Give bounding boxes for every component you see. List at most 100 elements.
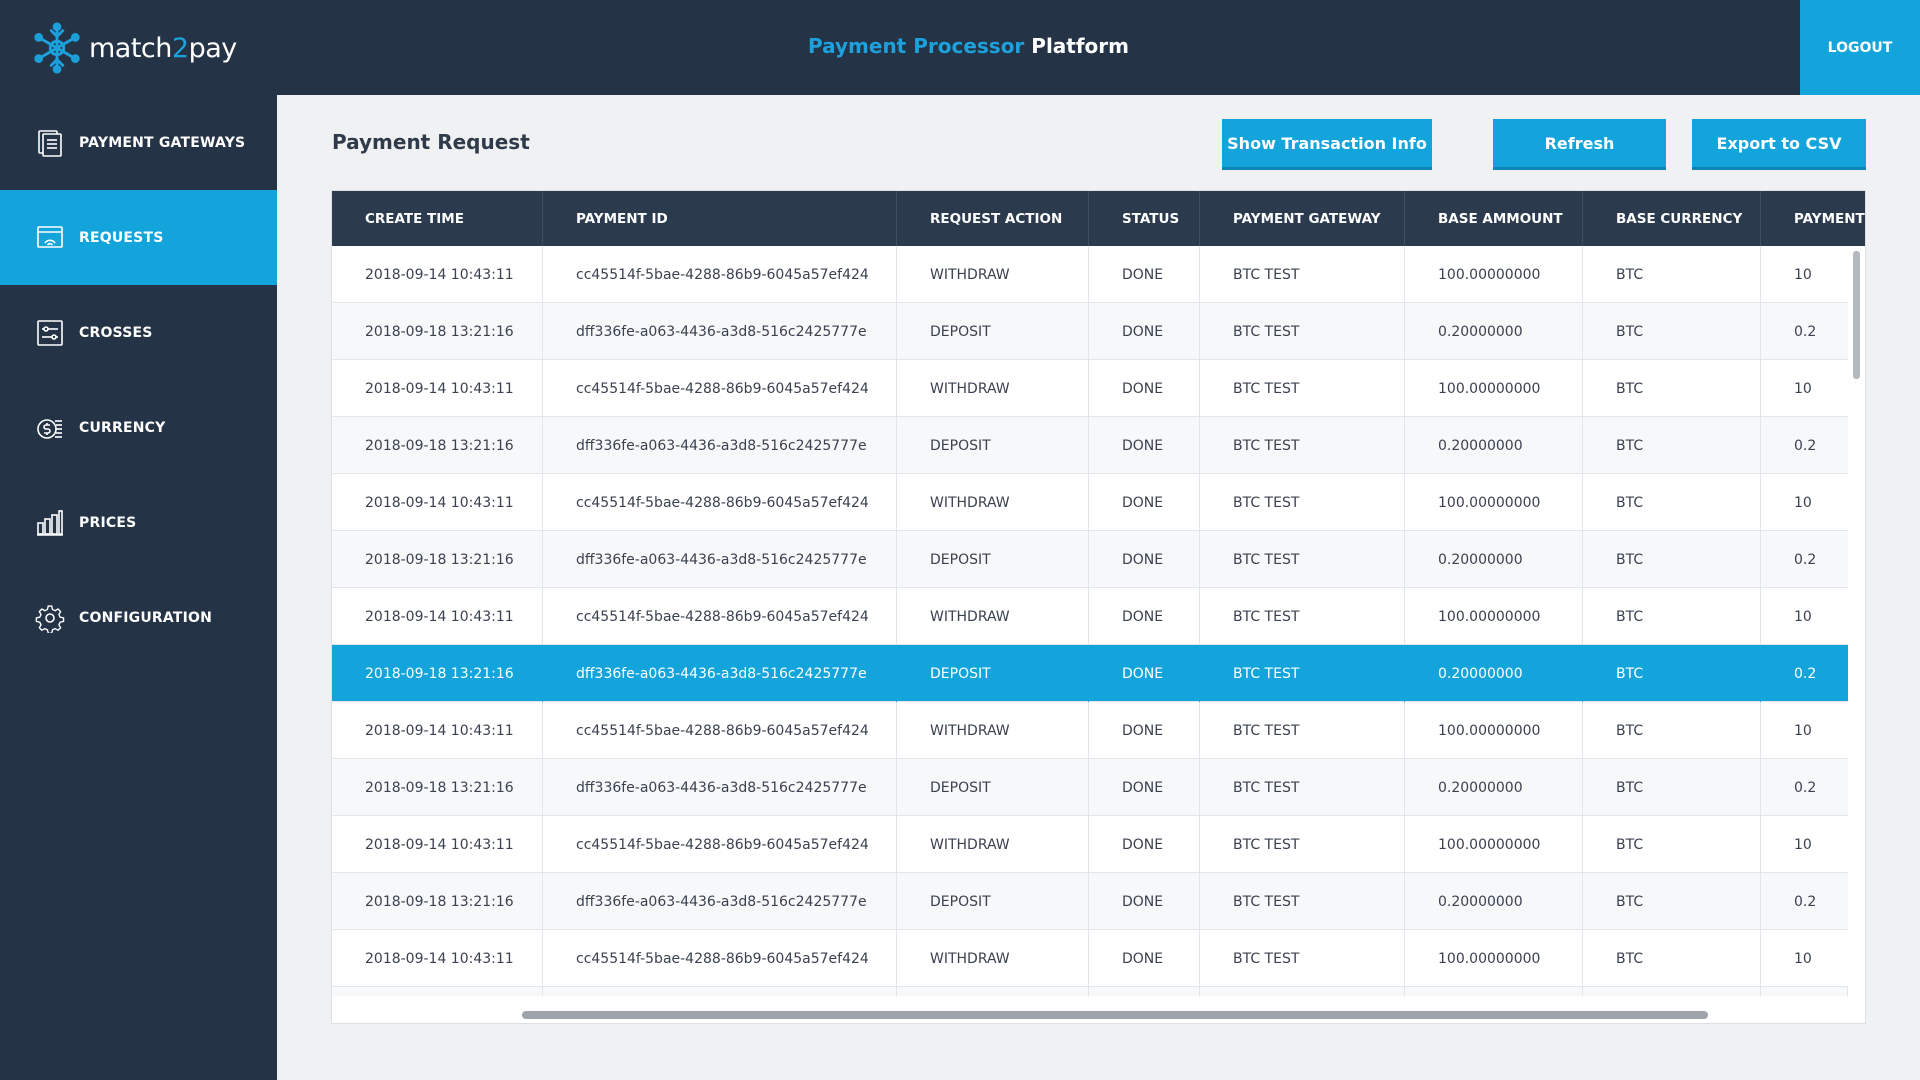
sidebar-item-currency[interactable]: CURRENCY	[0, 380, 277, 475]
sidebar-item-crosses[interactable]: CROSSES	[0, 285, 277, 380]
currency-coins-icon	[35, 413, 65, 443]
match2pay-logo[interactable]: match2pay	[30, 20, 237, 76]
column-header-payment-gateway[interactable]: PAYMENT GATEWAY	[1200, 191, 1405, 246]
table-row[interactable]: 2018-09-14 10:43:11 cc45514f-5bae-4288-86…	[332, 360, 1848, 417]
cell-payment-gateway: BTC TEST	[1200, 702, 1405, 759]
request-monitor-icon	[35, 223, 65, 253]
cell-request-action: WITHDRAW	[897, 588, 1089, 645]
sidebar-item-payment-gateways[interactable]: PAYMENT GATEWAYS	[0, 95, 277, 190]
cell-payment: 0.2	[1794, 893, 1817, 910]
cell-payment-id: cc45514f-5bae-4288-86b9-6045a57ef424	[543, 702, 897, 759]
cell-base-currency: BTC	[1583, 246, 1761, 303]
cell-base-currency: BTC	[1583, 588, 1761, 645]
cell-request-action: DEPOSIT	[897, 303, 1089, 360]
cell-payment-gateway: BTC TEST	[1200, 930, 1405, 987]
cell-request-action: DEPOSIT	[897, 873, 1089, 930]
cell-status: DONE	[1089, 474, 1200, 531]
column-header-status[interactable]: STATUS	[1089, 191, 1200, 246]
column-header-payment-id[interactable]: PAYMENT ID	[543, 191, 897, 246]
cell-request-action: WITHDRAW	[897, 816, 1089, 873]
cell-request-action: WITHDRAW	[897, 360, 1089, 417]
cell-base-currency: BTC	[1583, 474, 1761, 531]
show-transaction-info-button[interactable]: Show Transaction Info	[1222, 119, 1432, 170]
sidebar-nav: PAYMENT GATEWAYS REQUESTS CROSSES	[0, 95, 277, 1080]
cell-status: DONE	[1089, 645, 1200, 702]
sidebar-item-label: REQUESTS	[79, 229, 164, 246]
cell-create-time: 2018-09-18 13:21:16	[332, 873, 543, 930]
table-row[interactable]: 2018-09-18 13:21:16 dff336fe-a063-4436-a3…	[332, 759, 1848, 816]
sidebar-item-requests[interactable]: REQUESTS	[0, 190, 277, 285]
cell-base-currency: BTC	[1583, 930, 1761, 987]
page-title: Payment Request	[332, 130, 530, 154]
table-body: 2018-09-14 10:43:11 cc45514f-5bae-4288-86…	[332, 246, 1848, 996]
cell-payment-gateway	[1200, 987, 1405, 996]
table-row[interactable]: 2018-09-18 13:21:16 dff336fe-a063-4436-a3…	[332, 645, 1848, 702]
cell-payment-id: cc45514f-5bae-4288-86b9-6045a57ef424	[543, 816, 897, 873]
logout-button[interactable]: LOGOUT	[1800, 0, 1920, 95]
cell-base-currency: BTC	[1583, 759, 1761, 816]
table-row[interactable]: 2018-09-18 13:21:16 dff336fe-a063-4436-a3…	[332, 417, 1848, 474]
table-row[interactable]: 2018-09-14 10:43:11 cc45514f-5bae-4288-86…	[332, 816, 1848, 873]
cell-payment: 10	[1794, 494, 1812, 511]
table-row[interactable]: 2018-09-14 10:43:11 cc45514f-5bae-4288-86…	[332, 474, 1848, 531]
cell-create-time: 2018-09-14 10:43:11	[332, 474, 543, 531]
table-row-partial[interactable]	[332, 987, 1848, 996]
cell-create-time: 2018-09-14 10:43:11	[332, 930, 543, 987]
table-row[interactable]: 2018-09-14 10:43:11 cc45514f-5bae-4288-86…	[332, 702, 1848, 759]
cell-payment-gateway: BTC TEST	[1200, 588, 1405, 645]
column-header-base-currency[interactable]: BASE CURRENCY	[1583, 191, 1761, 246]
horizontal-scrollbar-thumb[interactable]	[522, 1011, 1708, 1019]
column-header-create-time[interactable]: CREATE TIME	[332, 191, 543, 246]
cell-base-amount	[1405, 987, 1583, 996]
table-row[interactable]: 2018-09-18 13:21:16 dff336fe-a063-4436-a3…	[332, 303, 1848, 360]
cell-create-time: 2018-09-14 10:43:11	[332, 816, 543, 873]
cell-base-currency: BTC	[1583, 417, 1761, 474]
cell-payment-id: cc45514f-5bae-4288-86b9-6045a57ef424	[543, 474, 897, 531]
vertical-scrollbar-track[interactable]	[1848, 246, 1865, 1011]
cell-payment-gateway: BTC TEST	[1200, 759, 1405, 816]
cell-request-action: DEPOSIT	[897, 645, 1089, 702]
table-header-row: CREATE TIME PAYMENT ID REQUEST ACTION ST…	[332, 191, 1865, 246]
sidebar-item-label: CURRENCY	[79, 419, 166, 436]
snowflake-logo-icon	[34, 22, 80, 74]
logo-wordmark: match2pay	[89, 33, 237, 64]
gear-icon	[35, 603, 65, 633]
cell-base-amount: 100.00000000	[1405, 246, 1583, 303]
app-title-part1: Payment Processor	[808, 34, 1025, 58]
cell-payment-gateway: BTC TEST	[1200, 303, 1405, 360]
logo-text-match: match	[89, 32, 172, 64]
cell-payment-gateway: BTC TEST	[1200, 873, 1405, 930]
table-row[interactable]: 2018-09-18 13:21:16 dff336fe-a063-4436-a3…	[332, 873, 1848, 930]
cell-base-amount: 0.20000000	[1405, 303, 1583, 360]
table-row[interactable]: 2018-09-14 10:43:11 cc45514f-5bae-4288-86…	[332, 588, 1848, 645]
sidebar-item-configuration[interactable]: CONFIGURATION	[0, 570, 277, 665]
cell-create-time: 2018-09-18 13:21:16	[332, 759, 543, 816]
cell-payment-id: dff336fe-a063-4436-a3d8-516c2425777e	[543, 417, 897, 474]
vertical-scrollbar-thumb[interactable]	[1853, 251, 1860, 379]
cell-payment-id: dff336fe-a063-4436-a3d8-516c2425777e	[543, 645, 897, 702]
refresh-button[interactable]: Refresh	[1493, 119, 1666, 170]
export-csv-button[interactable]: Export to CSV	[1692, 119, 1866, 170]
cell-base-amount: 100.00000000	[1405, 474, 1583, 531]
table-row[interactable]: 2018-09-14 10:43:11 cc45514f-5bae-4288-86…	[332, 246, 1848, 303]
cell-payment-id: dff336fe-a063-4436-a3d8-516c2425777e	[543, 531, 897, 588]
cell-payment-id: dff336fe-a063-4436-a3d8-516c2425777e	[543, 759, 897, 816]
cell-create-time: 2018-09-18 13:21:16	[332, 645, 543, 702]
column-header-base-amount[interactable]: BASE AMMOUNT	[1405, 191, 1583, 246]
sidebar-item-label: CROSSES	[79, 324, 153, 341]
cell-status: DONE	[1089, 873, 1200, 930]
payment-requests-table: CREATE TIME PAYMENT ID REQUEST ACTION ST…	[331, 190, 1866, 1024]
table-row[interactable]: 2018-09-18 13:21:16 dff336fe-a063-4436-a3…	[332, 531, 1848, 588]
cell-payment-gateway: BTC TEST	[1200, 417, 1405, 474]
table-row[interactable]: 2018-09-14 10:43:11 cc45514f-5bae-4288-86…	[332, 930, 1848, 987]
top-header: match2pay Payment Processor Platform LOG…	[0, 0, 1920, 95]
cell-base-currency: BTC	[1583, 816, 1761, 873]
column-header-payment[interactable]: PAYMENT	[1794, 210, 1865, 227]
sidebar-item-prices[interactable]: PRICES	[0, 475, 277, 570]
cell-base-currency: BTC	[1583, 645, 1761, 702]
column-header-request-action[interactable]: REQUEST ACTION	[897, 191, 1089, 246]
cell-status: DONE	[1089, 759, 1200, 816]
app-title: Payment Processor Platform	[808, 34, 1129, 58]
cell-payment-id: cc45514f-5bae-4288-86b9-6045a57ef424	[543, 360, 897, 417]
cell-request-action: WITHDRAW	[897, 702, 1089, 759]
